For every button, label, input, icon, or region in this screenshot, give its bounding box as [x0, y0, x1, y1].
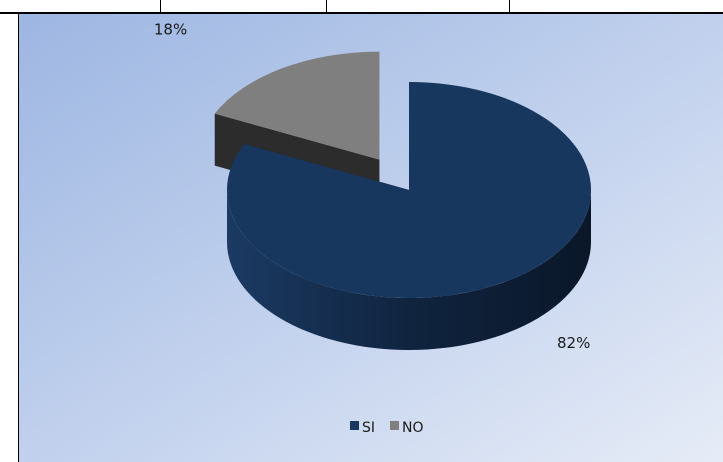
legend-swatch-no [390, 421, 399, 430]
table-column-divider [326, 0, 327, 13]
legend-swatch-si [350, 421, 359, 430]
pie-slice-no [214, 51, 380, 160]
pie-slice-si [227, 82, 592, 298]
data-label-si: 82% [557, 334, 590, 352]
legend-label-si: SI [362, 420, 375, 436]
table-column-divider [509, 0, 510, 13]
legend-item-no: NO [390, 420, 424, 436]
legend-item-si: SI [350, 420, 375, 436]
table-column-divider [160, 0, 161, 13]
pie-side-si [227, 190, 591, 350]
table-top-border [0, 12, 723, 14]
pie-chart: 82% 18% SI NO [19, 14, 723, 462]
table-left-border [18, 12, 19, 462]
pie-labels: 82% 18% [154, 20, 590, 352]
data-label-no: 18% [154, 20, 187, 38]
legend: SI NO [350, 420, 424, 436]
legend-label-no: NO [402, 420, 424, 436]
pie-chart-svg: 82% 18% SI NO [19, 14, 723, 462]
pie-tops [214, 51, 592, 298]
